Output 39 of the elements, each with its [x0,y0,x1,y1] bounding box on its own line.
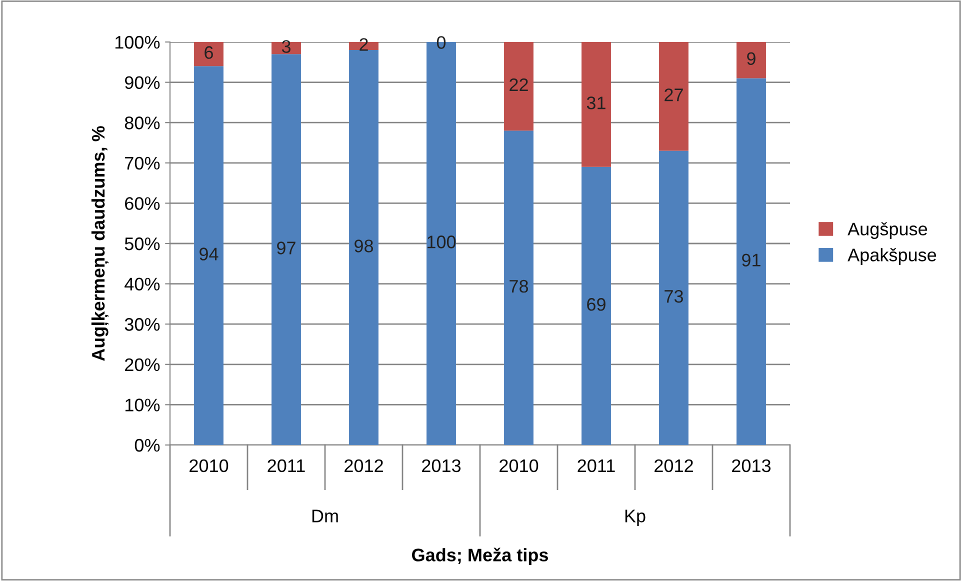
text: Dm [312,510,338,522]
y-tick-label: 0% [134,438,160,452]
data-label: 3 [282,40,290,53]
data-label: 9 [747,52,756,65]
x-tick-label: 2013 [422,459,461,472]
data-label: 31 [586,96,606,110]
y-tick-label: 10% [126,398,160,412]
data-label: 27 [664,88,683,102]
y-tick-label: 60% [125,197,160,210]
data-label: 94 [200,248,218,260]
y-tick-label: 100% [115,36,160,49]
data-label: 98 [354,240,374,252]
legend-label: Augšpuse [848,222,928,239]
x-tick-label: 2011 [578,459,615,472]
x-tick-label: 2012 [654,459,693,472]
x-tick-label: 2012 [344,459,383,472]
data-label: 6 [204,46,213,59]
data-label: 100 [428,236,456,248]
text: Kp [625,510,646,526]
y-tick-label: 30% [124,318,160,331]
data-label: 78 [510,280,528,293]
x-tick-label: 2013 [732,459,771,472]
y-tick-label: 90% [124,76,160,90]
data-label: 69 [587,298,606,311]
y-tick-label: 20% [125,358,160,372]
y-tick-label: 80% [124,116,160,130]
y-tick-label: 50% [124,237,160,250]
y-axis-title: Augļķermeņu daudzums, % [91,126,109,361]
data-label: 73 [664,290,683,303]
y-tick-label: 70% [125,156,160,170]
x-tick-label: 2010 [500,459,538,472]
y-tick-label: 40% [124,278,160,291]
legend-label: Apakšpuse [848,248,936,265]
x-tick-label: 2011 [268,459,305,472]
x-axis-title: Gads; Meža tips [412,548,548,565]
x-tick-label: 2010 [190,459,228,472]
data-label: 22 [510,78,528,91]
data-label: 91 [742,254,760,266]
data-label: 97 [277,242,296,254]
